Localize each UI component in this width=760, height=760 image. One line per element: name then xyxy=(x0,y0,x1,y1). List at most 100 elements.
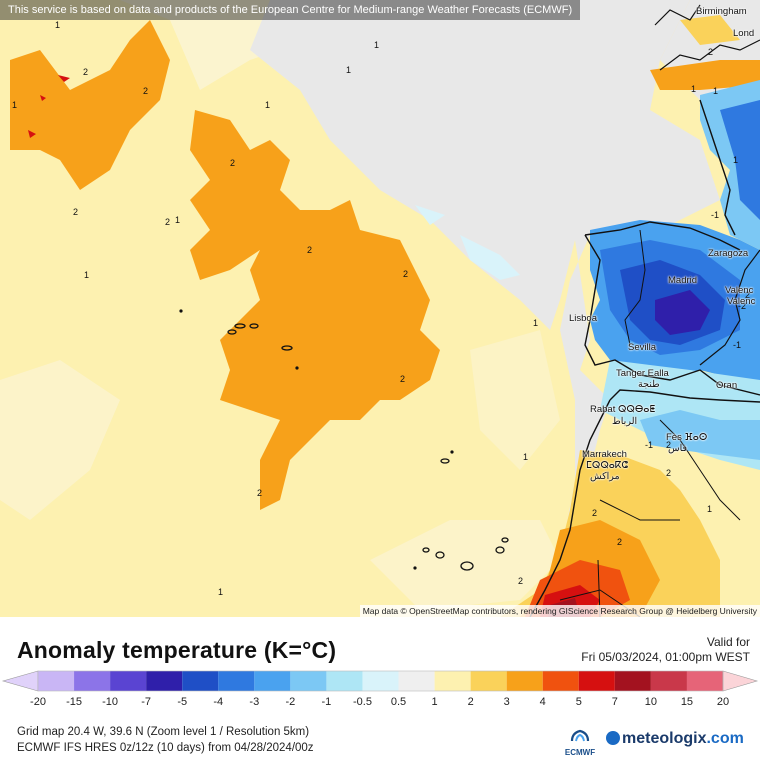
city-fes[interactable]: Fès ⴼⴰⵙ xyxy=(666,432,708,443)
colorbar-tick-label: -20 xyxy=(30,696,46,708)
contour-label: 2 xyxy=(307,245,313,255)
colorbar-tick-label: 3 xyxy=(503,696,510,708)
contour-label: 1 xyxy=(733,155,739,165)
valid-time: Fri 05/03/2024, 01:00pm WEST xyxy=(581,650,750,664)
contour-label: 2 xyxy=(230,158,236,168)
colorbar-tick-label: 5 xyxy=(575,696,582,708)
colorbar-segment xyxy=(146,671,183,691)
colorbar-tick-label: 7 xyxy=(611,696,618,708)
contour-label: 2 xyxy=(666,440,672,450)
ecmwf-logo-text: ECMWF xyxy=(564,748,596,757)
temperature-anomaly-map[interactable]: This service is based on data and produc… xyxy=(0,0,760,617)
city-rabat[interactable]: Rabat ⵕⵕⴱⴰⵟ xyxy=(590,404,656,415)
colorbar-segment xyxy=(218,671,255,691)
contour-label: -2 xyxy=(738,301,747,311)
ecmwf-attribution-banner: This service is based on data and produc… xyxy=(0,0,581,20)
contour-label: -1 xyxy=(645,440,654,450)
contour-label: 1 xyxy=(707,504,713,514)
grid-info: Grid map 20.4 W, 39.6 N (Zoom level 1 / … xyxy=(17,726,310,738)
contour-label: 2 xyxy=(143,86,149,96)
colorbar-tick-label: 2 xyxy=(467,696,474,708)
colorbar-segment xyxy=(686,671,723,691)
colorbar-segment xyxy=(362,671,399,691)
colorbar-segment xyxy=(326,671,363,691)
colorbar xyxy=(1,670,759,692)
map-title: Anomaly temperature (K=°C) xyxy=(17,637,337,663)
colorbar-segment xyxy=(578,671,615,691)
colorbar-tick-label: -1 xyxy=(321,696,332,708)
colorbar-segment xyxy=(110,671,147,691)
contour-label: -1 xyxy=(711,210,720,220)
contour-label: -1 xyxy=(733,340,742,350)
model-info: ECMWF IFS HRES 0z/12z (10 days) from 04/… xyxy=(17,742,314,754)
valid-label: Valid for xyxy=(706,635,750,649)
colorbar-tick-label: -5 xyxy=(177,696,188,708)
contour-label: 1 xyxy=(374,40,380,50)
valid-time-block: Valid for Fri 05/03/2024, 01:00pm WEST xyxy=(581,635,750,665)
colorbar-tick-label: 1 xyxy=(431,696,438,708)
map-data-attribution[interactable]: Map data © OpenStreetMap contributors, r… xyxy=(359,605,760,617)
colorbar-tick-label: 0.5 xyxy=(390,696,407,708)
city-oran[interactable]: Oran xyxy=(716,380,738,391)
colorbar-tick-label: -4 xyxy=(213,696,224,708)
colorbar-tick-label: -7 xyxy=(141,696,152,708)
contour-label: 2 xyxy=(83,67,89,77)
contour-label: 2 xyxy=(403,269,409,279)
colorbar-tick-label: 10 xyxy=(644,696,658,708)
colorbar-over-arrow xyxy=(722,670,759,692)
city-birmingham[interactable]: Birmingham xyxy=(696,6,747,17)
contour-label: 1 xyxy=(713,86,719,96)
contour-label: 1 xyxy=(533,318,539,328)
colorbar-segment xyxy=(38,671,75,691)
contour-label: 2 xyxy=(666,468,672,478)
city-rabat-arabic: الرباط xyxy=(612,416,638,427)
colorbar-frame xyxy=(37,670,724,692)
meteologix-brand-name: meteologix xyxy=(622,730,707,747)
meteologix-logo[interactable]: meteologix.com xyxy=(606,730,744,748)
ecmwf-logo-icon xyxy=(570,729,590,742)
city-tanger[interactable]: Tanger Ealla xyxy=(616,368,669,379)
contour-label: 2 xyxy=(400,374,406,384)
city-marrakech[interactable]: Marrakech xyxy=(582,449,627,460)
city-valencia-2[interactable]: Valenc xyxy=(727,296,756,307)
colorbar-segment xyxy=(542,671,579,691)
ecmwf-logo[interactable]: ECMWF xyxy=(562,727,598,757)
city-fes-arabic: فاس xyxy=(668,443,688,454)
city-valencia-1[interactable]: Valenc xyxy=(725,285,754,296)
meteologix-logo-icon xyxy=(606,731,620,745)
contour-label: 2 xyxy=(257,488,263,498)
contour-label: 2 xyxy=(617,537,623,547)
contour-label: 2 xyxy=(745,290,751,300)
contour-label: 1 xyxy=(12,100,18,110)
contour-label: 2 xyxy=(708,47,714,57)
city-marrakech-arabic: مراكش xyxy=(590,471,620,482)
city-tanger-arabic: طنجة xyxy=(638,379,660,390)
city-madrid[interactable]: Madrid xyxy=(668,275,698,286)
contour-label: 1 xyxy=(265,100,271,110)
colorbar-segment xyxy=(182,671,219,691)
contour-label: 1 xyxy=(55,20,61,30)
city-lisboa[interactable]: Lisboa xyxy=(569,313,597,324)
colorbar-segment xyxy=(614,671,651,691)
colorbar-segment xyxy=(506,671,543,691)
contour-label: 2 xyxy=(592,508,598,518)
colorbar-segment xyxy=(434,671,471,691)
grid-info-block: Grid map 20.4 W, 39.6 N (Zoom level 1 / … xyxy=(17,724,314,756)
city-marrakech-tifinagh: ⵎⵕⵕⴰⴽⵛ xyxy=(586,460,629,471)
colorbar-tick-label: -15 xyxy=(66,696,82,708)
colorbar-segment xyxy=(254,671,291,691)
colorbar-tick-label: 4 xyxy=(539,696,546,708)
meteologix-brand-suffix: .com xyxy=(706,730,744,747)
contour-label: 2 xyxy=(518,576,524,586)
contour-label: 1 xyxy=(175,215,181,225)
city-london[interactable]: Lond xyxy=(733,28,755,39)
colorbar-segment xyxy=(398,671,435,691)
colorbar-segment xyxy=(74,671,111,691)
colorbar-tick-label: 20 xyxy=(716,696,730,708)
contour-label: 1 xyxy=(691,84,697,94)
colorbar-tick-label: 15 xyxy=(680,696,694,708)
contour-label: 2 xyxy=(73,207,79,217)
colorbar-tick-label: -3 xyxy=(249,696,260,708)
city-sevilla[interactable]: Sevilla xyxy=(628,342,656,353)
city-zaragoza[interactable]: Zaragoza xyxy=(708,248,749,259)
